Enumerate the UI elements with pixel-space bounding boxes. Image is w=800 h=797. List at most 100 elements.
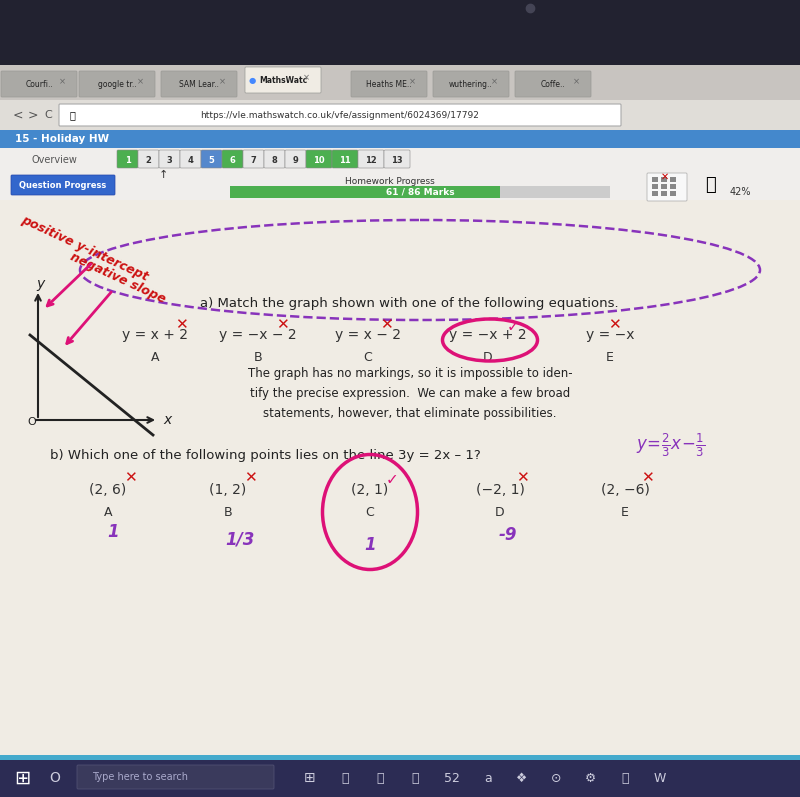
Text: 8: 8 — [272, 155, 278, 164]
Bar — [0, 0, 800, 65]
Text: https://vle.mathswatch.co.uk/vfe/assignment/6024369/17792: https://vle.mathswatch.co.uk/vfe/assignm… — [201, 111, 479, 120]
FancyBboxPatch shape — [11, 175, 115, 195]
Text: ✕: ✕ — [661, 172, 669, 182]
Text: y = x + 2: y = x + 2 — [122, 328, 188, 342]
Text: ✕: ✕ — [516, 470, 528, 485]
Text: ↑: ↑ — [158, 170, 168, 180]
Text: y = −x: y = −x — [586, 328, 634, 342]
Text: 🏆: 🏆 — [705, 176, 715, 194]
Text: 🌐: 🌐 — [342, 771, 349, 784]
Text: a) Match the graph shown with one of the following equations.: a) Match the graph shown with one of the… — [200, 296, 618, 309]
Text: 42%: 42% — [730, 187, 750, 197]
FancyBboxPatch shape — [59, 104, 621, 126]
Text: y = x − 2: y = x − 2 — [335, 328, 401, 342]
Bar — [652, 177, 658, 182]
Text: a: a — [484, 771, 492, 784]
Text: 10: 10 — [313, 155, 325, 164]
Text: $y\!=\!\frac{2}{3}x\!-\!\frac{1}{3}$: $y\!=\!\frac{2}{3}x\!-\!\frac{1}{3}$ — [636, 431, 705, 459]
Bar — [661, 184, 667, 189]
Text: (1, 2): (1, 2) — [210, 483, 246, 497]
Text: ✓: ✓ — [386, 473, 398, 488]
Text: 1: 1 — [364, 536, 376, 554]
Text: ×: × — [218, 77, 226, 87]
FancyBboxPatch shape — [384, 150, 410, 168]
Text: B: B — [254, 351, 262, 363]
Text: (−2, 1): (−2, 1) — [475, 483, 525, 497]
FancyBboxPatch shape — [79, 71, 155, 97]
FancyBboxPatch shape — [515, 71, 591, 97]
FancyBboxPatch shape — [358, 150, 384, 168]
Text: 🔒: 🔒 — [70, 110, 76, 120]
Text: ×: × — [573, 77, 579, 87]
Text: O: O — [28, 417, 36, 427]
Text: 61 / 86 Marks: 61 / 86 Marks — [386, 187, 454, 197]
Text: ⚙: ⚙ — [584, 771, 596, 784]
Bar — [0, 755, 800, 763]
Text: 🏪: 🏪 — [411, 771, 418, 784]
Text: y = −x + 2: y = −x + 2 — [449, 328, 527, 342]
Text: ×: × — [58, 77, 66, 87]
Text: ✓: ✓ — [506, 320, 519, 335]
Text: MathsWatc: MathsWatc — [259, 76, 307, 84]
FancyBboxPatch shape — [201, 150, 222, 168]
Text: google tr..: google tr.. — [98, 80, 136, 88]
Text: The graph has no markings, so it is impossible to iden-
tify the precise express: The graph has no markings, so it is impo… — [248, 367, 572, 419]
Text: ❖: ❖ — [516, 771, 528, 784]
Text: Overview: Overview — [32, 155, 78, 165]
Text: ×: × — [490, 77, 498, 87]
Text: D: D — [495, 505, 505, 519]
Text: 2: 2 — [146, 155, 151, 164]
Text: C: C — [364, 351, 372, 363]
Text: Type here to search: Type here to search — [92, 772, 188, 782]
Text: x: x — [163, 413, 171, 427]
Text: ⊙: ⊙ — [550, 771, 562, 784]
Bar — [661, 177, 667, 182]
Bar — [0, 148, 800, 172]
Text: 9: 9 — [293, 155, 298, 164]
FancyBboxPatch shape — [180, 150, 201, 168]
Text: Homework Progress: Homework Progress — [345, 177, 435, 186]
Text: D: D — [483, 351, 493, 363]
Text: ×: × — [302, 73, 310, 83]
Text: (2, −6): (2, −6) — [601, 483, 650, 497]
Text: ✕: ✕ — [641, 470, 654, 485]
FancyBboxPatch shape — [433, 71, 509, 97]
Bar — [0, 760, 800, 797]
Text: B: B — [224, 505, 232, 519]
Text: C: C — [366, 505, 374, 519]
Text: SAM Lear..: SAM Lear.. — [179, 80, 219, 88]
Bar — [0, 172, 800, 200]
Bar — [0, 65, 800, 100]
Text: b) Which one of the following points lies on the line 3y = 2x – 1?: b) Which one of the following points lie… — [50, 449, 481, 461]
Text: 🅿: 🅿 — [622, 771, 629, 784]
Text: -9: -9 — [498, 526, 518, 544]
Text: wuthering..: wuthering.. — [449, 80, 493, 88]
Text: 11: 11 — [339, 155, 351, 164]
Text: Courfi..: Courfi.. — [25, 80, 53, 88]
Bar — [670, 191, 676, 196]
Text: 4: 4 — [187, 155, 194, 164]
Text: (2, 1): (2, 1) — [351, 483, 389, 497]
FancyBboxPatch shape — [161, 71, 237, 97]
FancyBboxPatch shape — [222, 150, 243, 168]
Bar — [230, 186, 500, 198]
Text: ×: × — [137, 77, 143, 87]
Bar — [670, 184, 676, 189]
Text: ✕: ✕ — [608, 317, 620, 332]
Text: <: < — [13, 108, 23, 121]
Text: A: A — [104, 505, 112, 519]
Text: (2, 6): (2, 6) — [90, 483, 126, 497]
FancyBboxPatch shape — [243, 150, 264, 168]
Text: Question Progress: Question Progress — [19, 180, 106, 190]
FancyBboxPatch shape — [138, 150, 159, 168]
Text: y: y — [36, 277, 44, 291]
FancyBboxPatch shape — [159, 150, 180, 168]
Text: W: W — [654, 771, 666, 784]
Bar — [0, 200, 800, 760]
Text: 52: 52 — [444, 771, 460, 784]
Text: >: > — [28, 108, 38, 121]
FancyBboxPatch shape — [117, 150, 138, 168]
FancyBboxPatch shape — [245, 67, 321, 93]
Bar — [670, 177, 676, 182]
Text: ●: ● — [248, 76, 256, 84]
